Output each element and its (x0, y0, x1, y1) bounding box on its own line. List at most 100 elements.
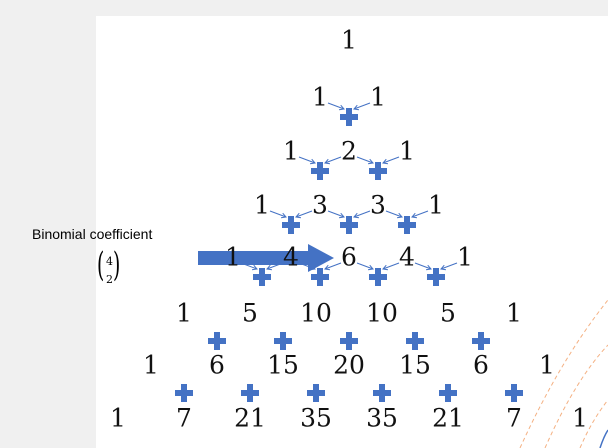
pascal-number: 35 (300, 403, 332, 433)
pascal-number: 21 (432, 403, 464, 433)
plus-icon (340, 332, 358, 350)
binomial-k: 2 (106, 273, 113, 286)
small-arrow-head (324, 158, 331, 165)
pascal-number: 35 (366, 403, 398, 433)
pascal-number: 15 (267, 350, 299, 380)
small-arrow (440, 262, 458, 270)
plus-icon (369, 162, 387, 180)
pascal-number: 20 (333, 350, 365, 380)
pascal-number: 10 (366, 298, 398, 328)
small-arrow-head (280, 212, 287, 219)
pascal-number: 1 (539, 350, 555, 380)
small-arrow-head (324, 264, 331, 271)
pascal-number: 1 (176, 298, 192, 328)
pascal-number: 1 (341, 25, 357, 55)
small-arrow (411, 210, 429, 218)
small-arrow-head (367, 158, 374, 165)
pascal-number: 1 (428, 190, 444, 220)
plus-icon (307, 384, 325, 402)
plus-icon (369, 268, 387, 286)
small-arrow-head (309, 158, 316, 165)
small-arrow (356, 262, 374, 270)
plus-icon (373, 384, 391, 402)
small-arrow-head (382, 264, 389, 271)
binomial-notation: ( 4 2 ) (94, 245, 130, 292)
small-arrow-head (440, 264, 447, 271)
small-arrow-head (353, 104, 360, 111)
small-arrow (324, 156, 342, 164)
small-arrow (298, 156, 316, 164)
small-arrow (382, 156, 400, 164)
small-arrow (353, 210, 371, 218)
pascal-number: 7 (506, 403, 522, 433)
pascal-number: 3 (370, 190, 386, 220)
pascal-number: 21 (234, 403, 266, 433)
small-arrows-group (240, 102, 458, 271)
small-arrow-head (338, 104, 345, 111)
big-arrow (198, 244, 334, 272)
plus-icon (253, 268, 271, 286)
binomial-label: Binomial coefficient (32, 226, 153, 242)
pascal-number: 6 (473, 350, 489, 380)
small-arrow-head (295, 212, 302, 219)
plus-icon (505, 384, 523, 402)
small-arrow (269, 210, 287, 218)
small-arrow-head (338, 212, 345, 219)
plus-icon (208, 332, 226, 350)
pascal-number: 4 (399, 242, 415, 272)
pascal-number: 7 (176, 403, 192, 433)
pascal-number: 1 (110, 403, 126, 433)
plus-icon (274, 332, 292, 350)
pascal-number: 1 (506, 298, 522, 328)
diagram-canvas (96, 16, 608, 448)
pascal-number: 15 (399, 350, 431, 380)
pascal-number: 5 (440, 298, 456, 328)
plus-icon (340, 108, 358, 126)
pascal-number: 4 (283, 242, 299, 272)
pascal-number: 1 (225, 242, 241, 272)
small-arrow (327, 102, 345, 110)
plus-icon (311, 268, 329, 286)
small-arrow-head (411, 212, 418, 219)
plus-icon (311, 162, 329, 180)
pascal-number: 1 (572, 403, 588, 433)
small-arrow-head (251, 264, 258, 271)
small-arrow (382, 262, 400, 270)
plus-icon (439, 384, 457, 402)
plus-icon (241, 384, 259, 402)
plus-icon (398, 216, 416, 234)
pascal-number: 1 (143, 350, 159, 380)
pascal-number: 10 (300, 298, 332, 328)
decor-curves (519, 299, 608, 448)
plus-icon (406, 332, 424, 350)
pascal-number: 2 (341, 136, 357, 166)
small-arrow-head (266, 264, 273, 271)
small-arrow (414, 262, 432, 270)
small-arrow (327, 210, 345, 218)
plus-icon (472, 332, 490, 350)
small-arrow-head (396, 212, 403, 219)
binomial-n: 4 (106, 255, 113, 268)
pascal-number: 6 (341, 242, 357, 272)
pascal-number: 1 (254, 190, 270, 220)
small-arrow (295, 210, 313, 218)
pascal-number: 1 (312, 82, 328, 112)
plus-icon (175, 384, 193, 402)
pascal-number: 3 (312, 190, 328, 220)
small-arrow (353, 102, 371, 110)
plus-icon (340, 216, 358, 234)
pascal-number: 1 (457, 242, 473, 272)
pascal-number: 6 (209, 350, 225, 380)
small-arrow-head (367, 264, 374, 271)
pascal-number: 1 (283, 136, 299, 166)
small-arrow (356, 156, 374, 164)
plus-icon (282, 216, 300, 234)
left-paren: ( (96, 245, 105, 285)
small-arrow (385, 210, 403, 218)
small-arrow-head (353, 212, 360, 219)
plus-icon (427, 268, 445, 286)
pascal-number: 5 (242, 298, 258, 328)
small-arrow (324, 262, 342, 270)
right-paren: ) (112, 245, 121, 285)
